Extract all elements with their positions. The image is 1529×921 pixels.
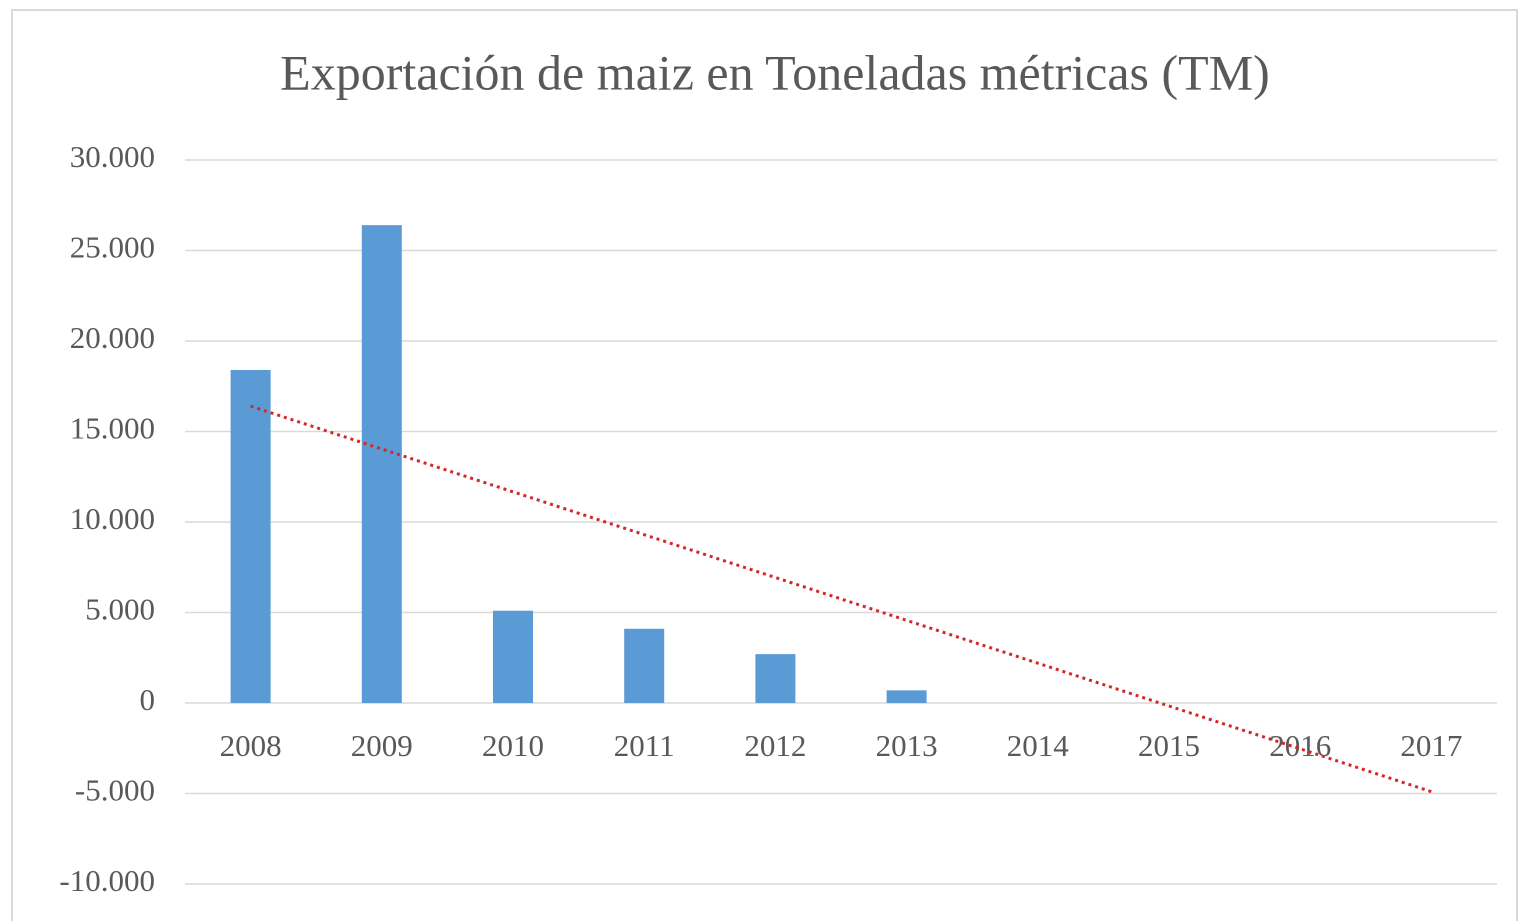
y-tick-label: -5.000 (75, 773, 155, 808)
x-tick-label: 2012 (744, 728, 806, 763)
x-tick-label: 2016 (1269, 728, 1331, 763)
y-tick-label: 15.000 (70, 411, 155, 446)
y-tick-label: 5.000 (85, 592, 155, 627)
x-tick-label: 2009 (351, 728, 413, 763)
x-tick-label: 2010 (482, 728, 544, 763)
bar (886, 690, 927, 703)
x-tick-label: 2015 (1138, 728, 1200, 763)
bar (361, 225, 402, 703)
chart-title: Exportación de maiz en Toneladas métrica… (280, 44, 1270, 100)
x-tick-label: 2013 (876, 728, 938, 763)
y-tick-label: -10.000 (59, 863, 155, 898)
bar (230, 369, 271, 703)
bar (624, 628, 665, 703)
y-tick-label: 25.000 (70, 230, 155, 265)
y-tick-label: 10.000 (70, 501, 155, 536)
bar (493, 610, 533, 703)
x-tick-label: 2008 (220, 728, 282, 763)
x-tick-label: 2017 (1400, 728, 1462, 763)
bar (755, 654, 796, 703)
y-tick-label: 30.000 (70, 139, 155, 174)
y-tick-label: 20.000 (70, 320, 155, 355)
x-tick-label: 2011 (614, 728, 675, 763)
x-tick-label: 2014 (1007, 728, 1070, 763)
y-tick-label: 0 (140, 682, 156, 717)
